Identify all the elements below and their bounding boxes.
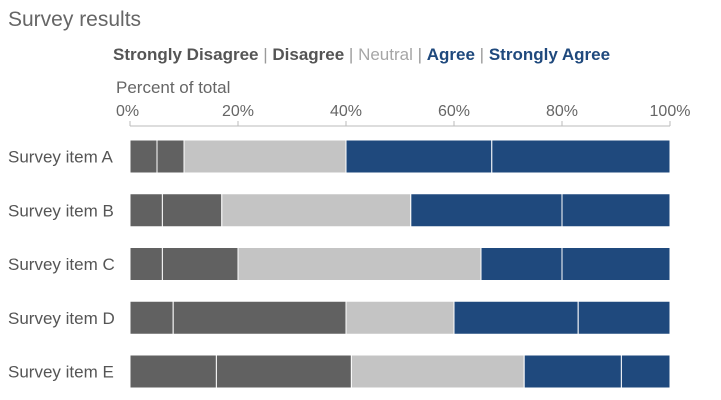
category-label: Survey item D — [8, 309, 115, 328]
x-tick-label: 60% — [438, 103, 470, 120]
bar-segment-neutral — [345, 300, 455, 335]
legend-item-strongly-agree: Strongly Agree — [489, 45, 610, 64]
legend-separator: | — [475, 45, 489, 64]
bar-segment-neutral — [183, 139, 347, 174]
bars — [129, 139, 671, 389]
chart-title: Survey results — [8, 8, 141, 31]
x-tick-label: 80% — [546, 103, 578, 120]
bar-segment-strongly-disagree — [129, 300, 174, 335]
bar-segment-strongly-agree — [561, 247, 671, 281]
bar-segment-strongly-agree — [561, 193, 671, 228]
category-label: Survey item A — [8, 148, 114, 167]
legend-item-strongly-disagree: Strongly Disagree — [113, 45, 259, 64]
category-label: Survey item C — [8, 255, 115, 274]
legend-item-neutral: Neutral — [358, 45, 413, 64]
x-axis-ticks: 0% 20% 40% 60% 80% 100% — [116, 103, 690, 126]
x-tick-label: 100% — [650, 103, 691, 120]
legend-separator: | — [413, 45, 427, 64]
legend-item-disagree: Disagree — [272, 45, 344, 64]
bar-segment-agree — [480, 247, 563, 281]
bar-segment-agree — [523, 354, 622, 389]
svg-text:Strongly Disagree | Disagree |: Strongly Disagree | Disagree | Neutral |… — [113, 45, 610, 64]
bar-segment-strongly-disagree — [129, 193, 163, 228]
bar-segment-strongly-agree — [577, 300, 671, 335]
legend-separator: | — [259, 45, 273, 64]
category-label: Survey item E — [8, 363, 114, 382]
bar-segment-neutral — [237, 247, 482, 281]
bar-segment-strongly-agree — [620, 354, 671, 389]
bar-segment-strongly-agree — [491, 139, 671, 174]
bar-segment-neutral — [350, 354, 525, 389]
legend-separator: | — [344, 45, 358, 64]
bar-segment-disagree — [172, 300, 347, 335]
bar-segment-disagree — [161, 247, 239, 281]
bar-segment-agree — [410, 193, 563, 228]
legend-item-agree: Agree — [427, 45, 475, 64]
category-label: Survey item B — [8, 201, 114, 220]
bar-segment-disagree — [156, 139, 185, 174]
x-tick-label: 40% — [330, 103, 362, 120]
bar-segment-disagree — [161, 193, 223, 228]
bar-segment-neutral — [221, 193, 412, 228]
bar-segment-strongly-disagree — [129, 139, 158, 174]
x-tick-label: 20% — [222, 103, 254, 120]
x-tick-label: 0% — [116, 103, 139, 120]
bar-segment-disagree — [215, 354, 352, 389]
bar-segment-agree — [453, 300, 579, 335]
bar-segment-strongly-disagree — [129, 354, 217, 389]
legend: Strongly Disagree | Disagree | Neutral |… — [113, 45, 610, 64]
bar-segment-agree — [345, 139, 493, 174]
category-labels: Survey item A Survey item B Survey item C S… — [8, 148, 115, 382]
bar-segment-strongly-disagree — [129, 247, 163, 281]
x-axis-title: Percent of total — [116, 78, 230, 97]
